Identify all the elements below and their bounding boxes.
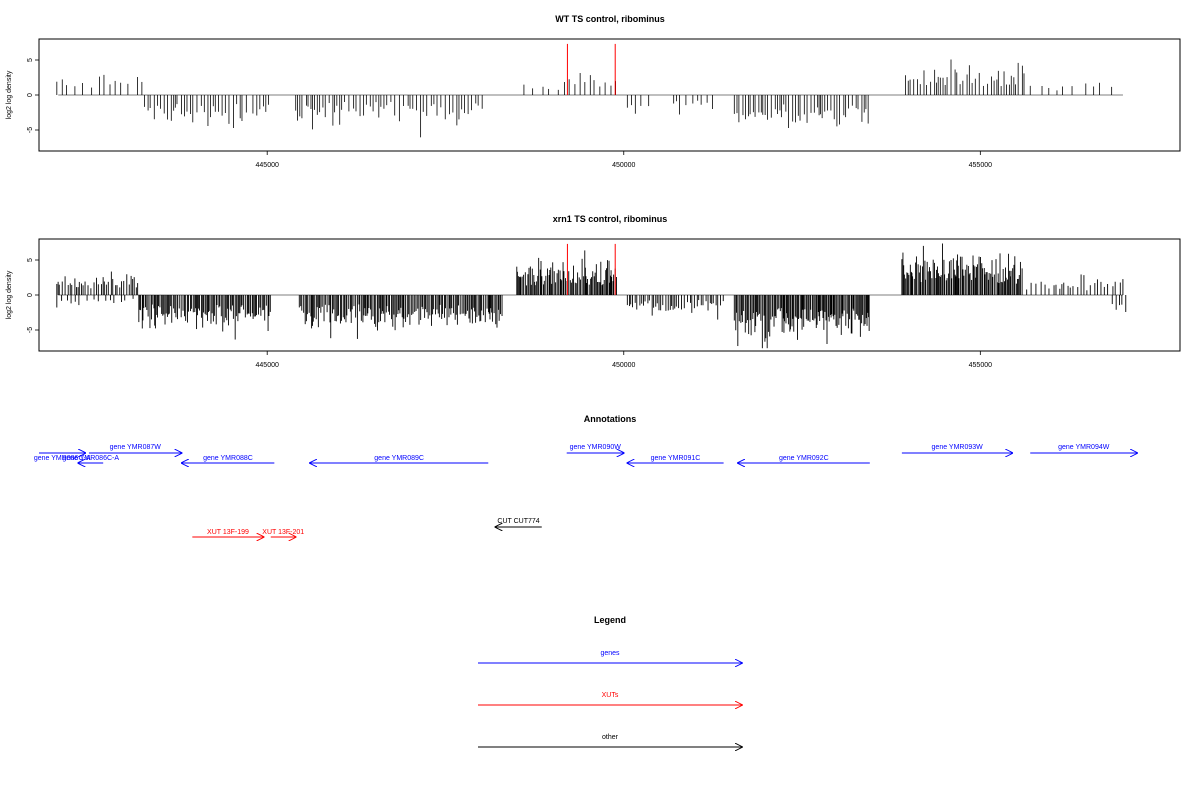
wt-red-markers	[566, 43, 616, 95]
wt-y-axis-label: log2 log density	[6, 70, 13, 119]
wt-y-tick-label: 0	[27, 93, 34, 97]
annotation-label-gene-ymr091c: gene YMR091C	[651, 455, 701, 462]
wt-panel-title: WT TS control, ribominus	[555, 14, 665, 24]
annotations-title: Annotations	[584, 414, 637, 424]
legend-label-other: other	[602, 734, 619, 741]
annotation-label-gene-ymr086c-a: gene YMR086C-A	[34, 455, 91, 462]
legend-title: Legend	[594, 615, 626, 625]
xrn1-density-panel: xrn1 TS control, ribominus log2 log dens…	[6, 214, 1181, 369]
annotation-label-xut-13f-199: XUT 13F-199	[207, 529, 249, 536]
legend-label-genes: genes	[600, 650, 620, 657]
xrn1-y-tick-label: 0	[27, 293, 34, 297]
annotation-label-gene-ymr090w: gene YMR090W	[570, 444, 622, 451]
wt-y-tick-labels: -5 0 5	[27, 58, 34, 133]
xrn1-x-tick-label: 445000	[256, 362, 279, 369]
annotation-label-gene-ymr087w: gene YMR087W	[110, 444, 162, 451]
wt-axis-ticks	[35, 59, 981, 155]
annotation-features: gene YMR086C-A gene YMR087W gene YMR086C-A…	[34, 444, 1137, 537]
annotation-label-gene-ymr089c: gene YMR089C	[374, 455, 424, 462]
wt-x-tick-label: 455000	[969, 162, 992, 169]
xrn1-y-tick-labels: -5 0 5	[27, 258, 34, 333]
wt-x-tick-label: 445000	[256, 162, 279, 169]
wt-x-tick-label: 450000	[612, 162, 635, 169]
annotation-label-gene-ymr092c: gene YMR092C	[779, 455, 829, 462]
annotation-label-xut-13f-201: XUT 13F-201	[262, 529, 304, 536]
legend-label-xuts: XUTs	[602, 692, 619, 699]
annotation-label-gene-ymr094w: gene YMR094W	[1058, 444, 1110, 451]
annotation-label-cut-cut774: CUT CUT774	[497, 518, 539, 525]
xrn1-y-axis-label: log2 log density	[6, 270, 13, 319]
xrn1-x-tick-label: 455000	[969, 362, 992, 369]
xrn1-x-tick-label: 450000	[612, 362, 635, 369]
wt-y-tick-label: -5	[27, 127, 34, 133]
legend-items: genes XUTs other	[478, 650, 742, 747]
wt-density-panel: WT TS control, ribominus log2 log densit…	[6, 14, 1181, 169]
wt-x-tick-labels: 445000 450000 455000	[256, 162, 993, 169]
legend: Legend genes XUTs other	[478, 615, 742, 747]
xrn1-density-bars	[56, 243, 1127, 349]
annotation-label-gene-ymr088c: gene YMR088C	[203, 455, 253, 462]
xrn1-y-tick-label: -5	[27, 327, 34, 333]
xrn1-axis-ticks	[35, 259, 981, 355]
annotation-label-gene-ymr086c-a: gene YMR086C-A	[62, 455, 119, 462]
wt-y-tick-label: 5	[27, 58, 34, 62]
xrn1-red-markers	[566, 243, 616, 295]
xrn1-panel-title: xrn1 TS control, ribominus	[553, 214, 668, 224]
xrn1-x-tick-labels: 445000 450000 455000	[256, 362, 993, 369]
wt-density-bars	[56, 59, 1113, 138]
annotation-label-gene-ymr093w: gene YMR093W	[932, 444, 984, 451]
xrn1-y-tick-label: 5	[27, 258, 34, 262]
